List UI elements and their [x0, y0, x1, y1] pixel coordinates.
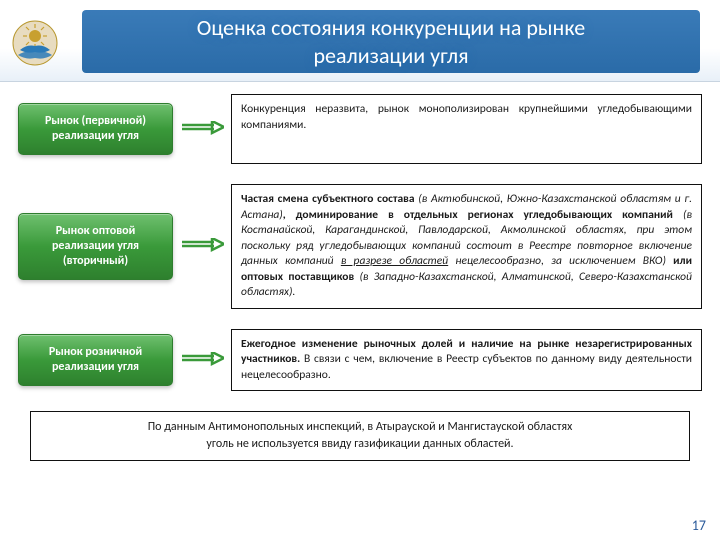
- arrow-icon: [173, 352, 231, 368]
- title-line-1: Оценка состояния конкуренции на рынке: [197, 14, 585, 41]
- market-label-button: Рынок оптовой реализации угля (вторичный…: [18, 213, 173, 280]
- footer-note: По данным Антимонопольных инспекций, в А…: [30, 411, 690, 461]
- market-label-button: Рынок (первичной) реализации угля: [18, 103, 173, 155]
- market-description: Конкуренция неразвита, рынок монополизир…: [231, 94, 702, 164]
- slide-title: Оценка состояния конкуренции на рынке ре…: [82, 10, 700, 73]
- slide-header: Оценка состояния конкуренции на рынке ре…: [0, 0, 720, 82]
- title-line-2: реализации угля: [313, 42, 468, 69]
- market-description: Ежегодное изменение рыночных долей и нал…: [231, 329, 702, 392]
- market-row: Рынок розничной реализации угля Ежегодно…: [18, 329, 702, 392]
- page-number: 17: [692, 517, 706, 534]
- arrow-icon: [173, 121, 231, 137]
- content-rows: Рынок (первичной) реализации угля Конкур…: [0, 82, 720, 391]
- arrow-icon: [173, 238, 231, 254]
- market-label-button: Рынок розничной реализации угля: [18, 334, 173, 386]
- emblem-icon: [12, 20, 58, 66]
- market-row: Рынок (первичной) реализации угля Конкур…: [18, 94, 702, 164]
- market-row: Рынок оптовой реализации угля (вторичный…: [18, 184, 702, 309]
- market-description: Частая смена субъектного состава (в Актю…: [231, 184, 702, 309]
